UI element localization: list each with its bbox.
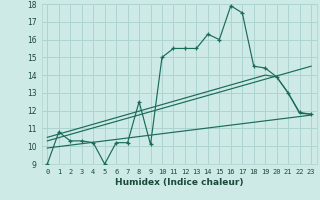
X-axis label: Humidex (Indice chaleur): Humidex (Indice chaleur): [115, 178, 244, 187]
